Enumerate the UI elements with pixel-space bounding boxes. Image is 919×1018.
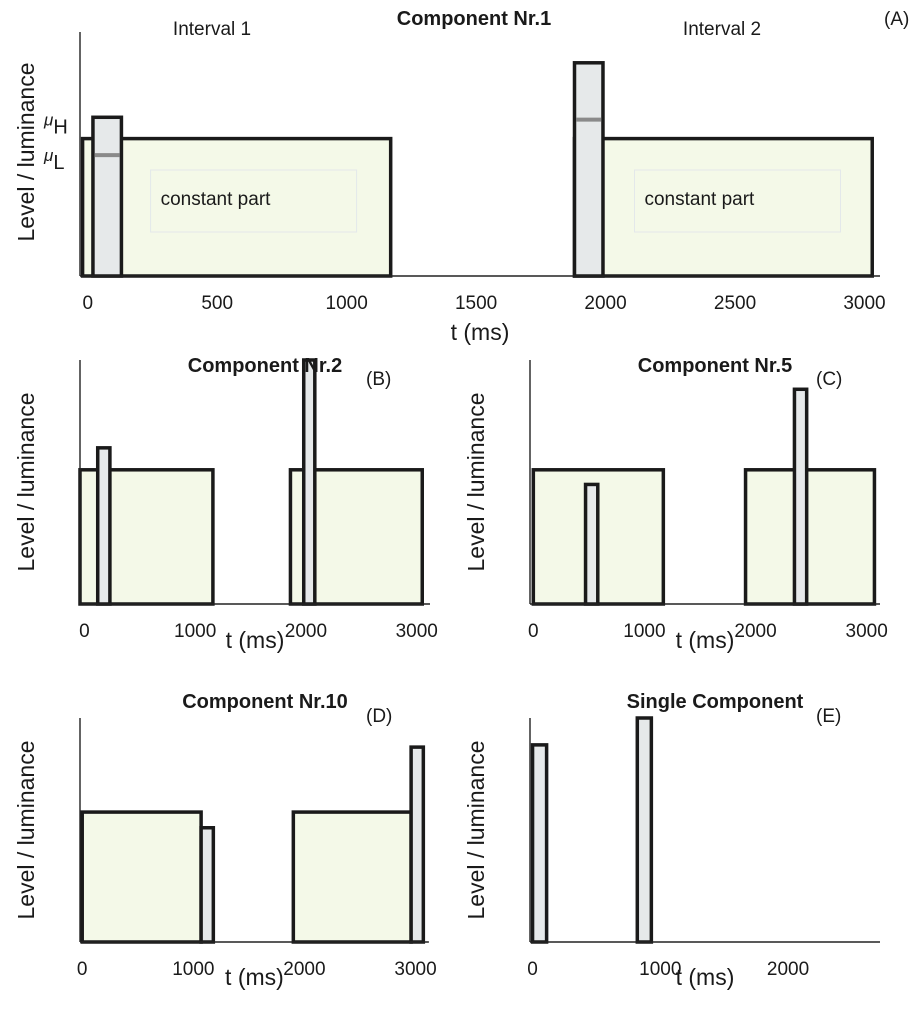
chart-e-x-tick-1000: 1000 — [639, 959, 681, 980]
chart-a-x-tick-0: 0 — [82, 293, 93, 314]
chart-a-constant-bar-2 — [572, 136, 874, 278]
chart-a-x-tick-1500: 1500 — [455, 293, 497, 314]
chart-a-interval-label-1: Interval 1 — [173, 19, 251, 40]
chart-c-pulse-bar-1 — [583, 482, 600, 606]
chart-b-x-tick-3000: 3000 — [396, 621, 438, 642]
chart-c-x-tick-3000: 3000 — [846, 621, 888, 642]
chart-e-title: Single Component — [627, 691, 804, 713]
chart-a-mu-label-l: μL — [43, 146, 64, 174]
chart-a-mu-symbol: μ — [43, 111, 54, 130]
chart-d-x-label: t (ms) — [225, 964, 284, 990]
chart-a-title: Component Nr.1 — [397, 8, 551, 30]
chart-d-y-label: Level / luminance — [13, 741, 39, 920]
chart-d-title: Component Nr.10 — [182, 691, 348, 713]
chart-b-title: Component Nr.2 — [188, 355, 342, 377]
chart-d-constant-bar-1 — [80, 810, 203, 944]
chart-a-x-tick-2500: 2500 — [714, 293, 756, 314]
chart-b-y-label: Level / luminance — [13, 393, 39, 572]
chart-e-x-tick-0: 0 — [527, 959, 538, 980]
chart-b-x-tick-0: 0 — [79, 621, 90, 642]
chart-b-pulse-bar-1 — [95, 446, 112, 606]
chart-a-pulse-bar-2 — [572, 61, 605, 278]
chart-e-x-label: t (ms) — [676, 964, 735, 990]
chart-c-y-label: Level / luminance — [463, 393, 489, 572]
chart-e-x-tick-2000: 2000 — [767, 959, 809, 980]
chart-a-mu-symbol: μ — [43, 146, 54, 165]
chart-a-constant-bar-1 — [80, 136, 393, 278]
chart-a-mu-label-h: μH — [43, 111, 68, 139]
chart-a-pulse-bar-1 — [91, 115, 124, 278]
chart-c-constant-bar-2 — [743, 468, 877, 606]
chart-a-constant-label-1: constant part — [161, 189, 272, 210]
chart-d-constant-bar-2 — [291, 810, 413, 944]
chart-c-x-label: t (ms) — [676, 627, 735, 653]
chart-d-pulse-bar-1 — [199, 826, 216, 944]
chart-d-x-tick-1000: 1000 — [172, 959, 214, 980]
chart-c-x-tick-1000: 1000 — [623, 621, 665, 642]
chart-b-panel-label: (B) — [366, 369, 391, 390]
chart-a-x-label: t (ms) — [451, 319, 510, 345]
chart-a-x-tick-3000: 3000 — [843, 293, 885, 314]
chart-d-x-tick-3000: 3000 — [394, 959, 436, 980]
chart-a-constant-label-2: constant part — [644, 189, 755, 210]
chart-e-pulse-bar-2 — [635, 716, 654, 944]
chart-a-x-tick-1000: 1000 — [326, 293, 368, 314]
chart-e-pulse-bar-1 — [530, 743, 549, 944]
chart-a-interval-label-2: Interval 2 — [683, 19, 761, 40]
chart-b-x-tick-1000: 1000 — [174, 621, 216, 642]
chart-a-constant-label-box-1 — [150, 169, 358, 233]
chart-a-x-tick-2000: 2000 — [584, 293, 626, 314]
chart-d-panel-label: (D) — [366, 706, 392, 727]
chart-c-x-tick-2000: 2000 — [734, 621, 776, 642]
chart-c-title: Component Nr.5 — [638, 355, 792, 377]
chart-b-x-tick-2000: 2000 — [285, 621, 327, 642]
chart-a-mu-subscript: H — [53, 117, 67, 139]
chart-a-panel-label: (A) — [884, 9, 909, 30]
chart-a-constant-label-box-2 — [633, 169, 841, 233]
chart-d-x-tick-0: 0 — [77, 959, 88, 980]
chart-d-pulse-bar-2 — [409, 745, 426, 944]
chart-a-x-tick-500: 500 — [201, 293, 233, 314]
chart-c-pulse-bar-2 — [792, 387, 809, 606]
chart-a-mu-subscript: L — [53, 152, 64, 174]
chart-c-x-tick-0: 0 — [528, 621, 539, 642]
chart-c-panel-label: (C) — [816, 369, 842, 390]
chart-b-pulse-bar-2 — [301, 358, 317, 606]
chart-e-y-label: Level / luminance — [463, 741, 489, 920]
chart-b-x-label: t (ms) — [226, 627, 285, 653]
chart-e-panel-label: (E) — [816, 706, 841, 727]
chart-a-y-label: Level / luminance — [13, 63, 39, 242]
chart-d-x-tick-2000: 2000 — [283, 959, 325, 980]
